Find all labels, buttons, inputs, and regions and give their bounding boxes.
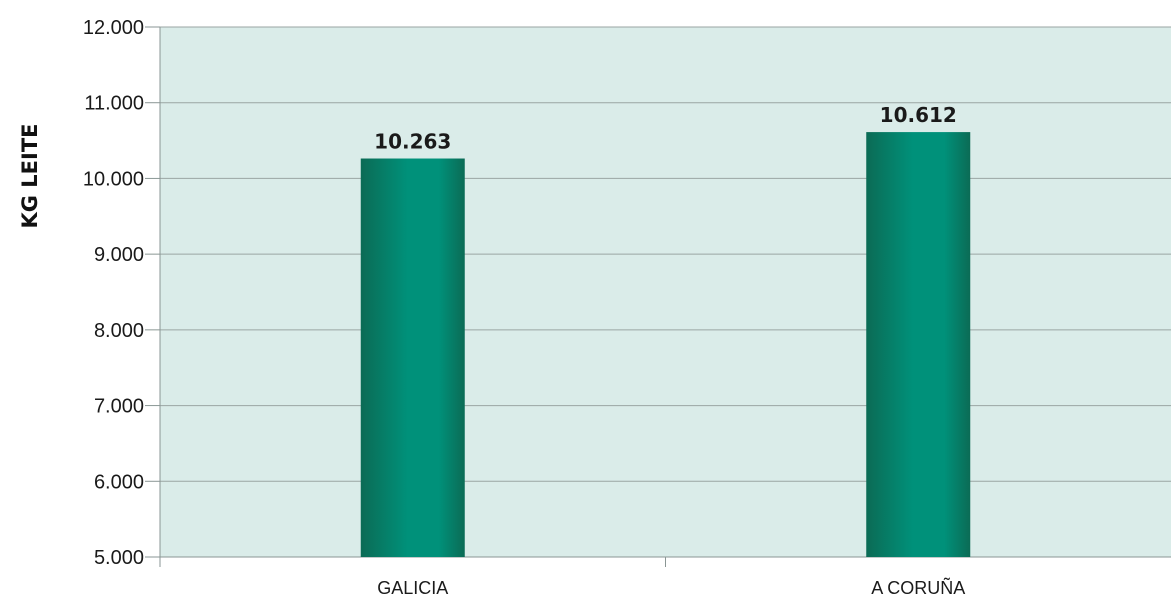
y-axis-title: KG LEITE [18,123,42,228]
y-tick-label: 10.000 [83,168,144,190]
y-tick-label: 6.000 [94,471,144,493]
bar [866,132,971,557]
y-tick-label: 11.000 [84,93,144,115]
plot-area [160,27,1171,557]
data-label: 10.612 [880,103,957,127]
y-tick-label: 7.000 [94,396,144,418]
labels: 5.000 6.000 7.000 8.000 9.000 10.000 11.000 12.… [83,17,965,596]
data-label: 10.263 [374,130,451,154]
bar [360,158,465,557]
x-tick-label: A CORUÑA [871,577,965,596]
gridlines [160,26,1171,482]
x-tick-label: GALICIA [377,578,448,596]
y-tick-label: 12.000 [83,17,144,39]
y-tick-label: 8.000 [94,320,144,342]
y-tick-label: 5.000 [94,547,144,569]
bars [360,132,971,557]
axes [145,26,1171,567]
y-tick-label: 9.000 [94,244,144,266]
